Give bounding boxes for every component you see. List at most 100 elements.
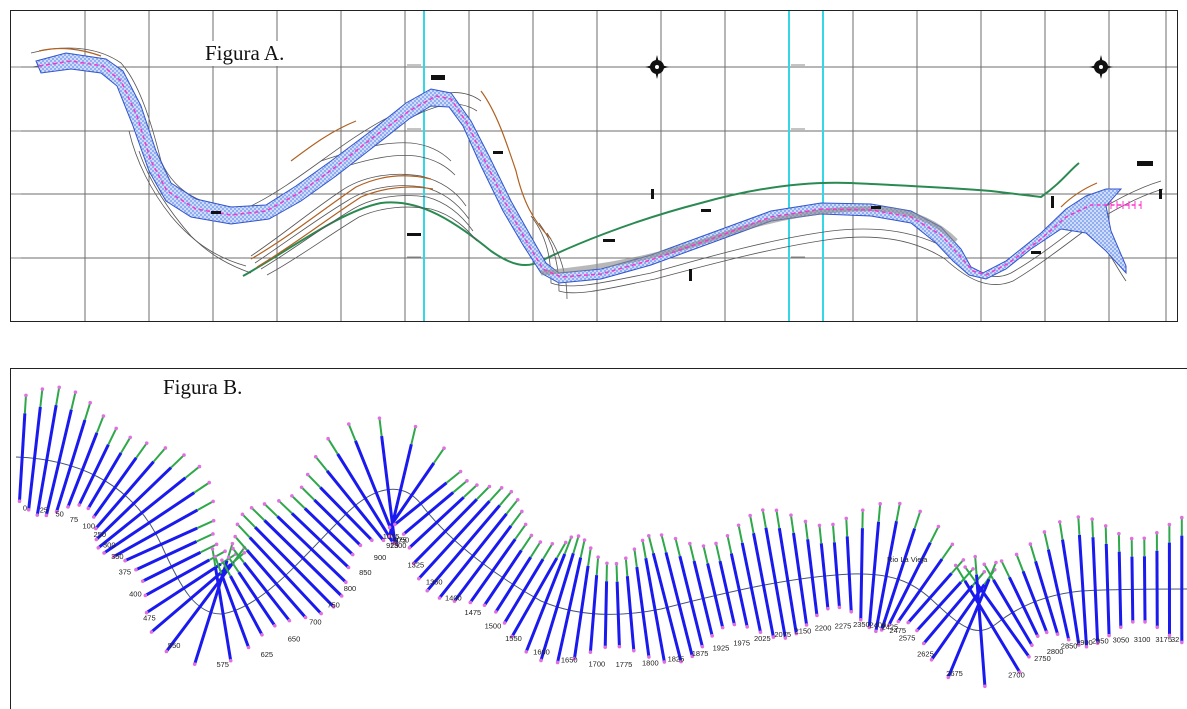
section-endpoint [215,543,219,547]
river-channel [36,53,1126,283]
section-endpoint [721,626,725,630]
cross-section-main [390,463,434,527]
section-endpoint [494,610,498,614]
section-endpoint [277,499,281,503]
cross-section-extension [490,488,502,501]
cross-section-extension [242,514,255,527]
section-endpoint [1180,641,1184,645]
section-endpoint [1000,559,1004,563]
section-endpoint [1168,523,1172,527]
section-endpoint [211,547,215,551]
cross-section-extension [915,511,921,528]
cross-section-extension [1030,544,1035,561]
section-endpoint [963,565,967,569]
cross-section-extension [975,557,976,575]
section-endpoint [954,564,958,568]
station-label: 2025 [754,634,771,643]
section-endpoint [726,534,730,538]
section-endpoint [231,542,235,546]
cross-section-main [794,533,807,625]
cross-section-extension [649,536,653,553]
cross-section-extension [588,548,591,566]
section-endpoint [632,649,636,653]
cross-section-extension [349,424,356,441]
section-endpoint [260,633,264,637]
station-label: 475 [143,614,156,623]
section-endpoint [775,509,779,513]
cross-section-main [653,553,681,661]
section-endpoint [1077,515,1081,519]
station-label: 1800 [642,659,659,668]
station-label: 1475 [465,608,482,617]
section-endpoint [96,546,100,550]
cross-section-extension [728,536,732,554]
station-label: 375 [119,568,132,577]
cross-section-main [666,552,692,656]
section-endpoint [250,506,254,510]
section-endpoint [1180,516,1184,520]
station-label: 1700 [589,659,606,668]
cross-section-main [1023,571,1047,632]
section-endpoint [994,561,998,565]
section-endpoint [898,502,902,506]
section-endpoint [982,570,986,574]
cross-section-extension [40,389,42,407]
station-label: 2900 [1076,638,1093,647]
section-endpoint [647,534,651,538]
cross-section-extension [447,472,461,483]
station-label: 2075 [774,630,791,639]
section-endpoint [220,558,224,562]
section-endpoint [102,551,106,555]
section-endpoint [596,555,600,559]
cross-section-extension [302,487,315,500]
cross-section-main [847,536,851,611]
cross-section-main [455,526,512,601]
station-label: 750 [327,601,340,610]
section-endpoint [577,534,581,538]
cross-section-extension [763,510,766,528]
section-endpoint [370,538,374,542]
north-arrow-icon [645,55,669,79]
section-endpoint [962,558,966,562]
cross-section-extension [1017,554,1023,571]
section-endpoint [74,390,78,394]
station-label: 800 [344,584,357,593]
figure-b-title: Figura B. [149,375,256,400]
section-endpoint [207,481,211,485]
cross-section-lines [18,386,1184,689]
cross-section-extension [819,525,821,543]
section-endpoint [831,523,835,527]
cross-section-extension [716,543,720,561]
station-label: 1400 [445,593,462,602]
station-label: 1650 [561,655,578,664]
section-endpoint [488,485,492,489]
section-endpoint [815,614,819,618]
station-label: 3100 [1134,635,1151,644]
section-endpoint [241,513,245,517]
section-endpoint [951,543,955,547]
station-label: 850 [359,568,372,577]
section-endpoint [733,623,737,627]
cross-section-extension [521,535,531,550]
section-endpoint [878,502,882,506]
cross-section-main [965,581,1020,672]
section-endpoint [710,634,714,638]
cross-section-extension [846,518,847,536]
cross-section-extension [703,546,707,564]
section-endpoint [524,650,528,654]
section-endpoint [556,661,560,665]
cross-section-extension [235,537,247,551]
section-endpoint [1090,517,1094,521]
figure-a-plan-view [11,11,1177,321]
section-endpoint [589,650,593,654]
section-endpoint [1015,553,1019,557]
cross-section-main [932,584,985,659]
cross-section-main [277,516,345,582]
section-endpoint [66,505,70,509]
section-endpoint [247,646,251,650]
section-endpoint [564,541,568,545]
section-endpoint [1027,655,1031,659]
section-endpoint [340,594,344,598]
section-endpoint [393,523,397,527]
section-endpoint [1045,631,1049,635]
